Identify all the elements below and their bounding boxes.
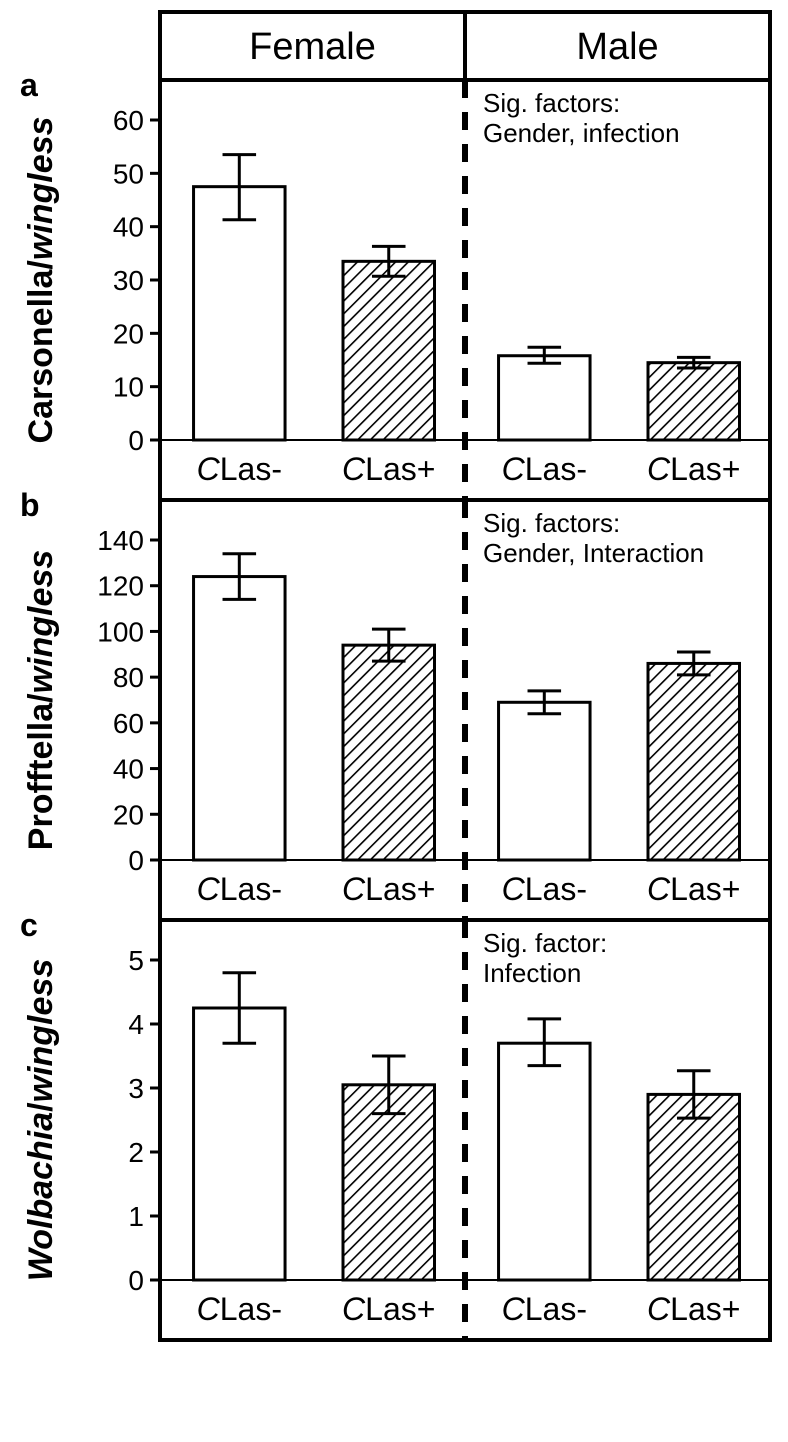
ytick-label: 140 bbox=[97, 525, 144, 556]
x-category-label: CLas- bbox=[197, 871, 282, 907]
ytick-label: 30 bbox=[113, 265, 144, 296]
bar-c-male-pos bbox=[648, 1094, 740, 1280]
chart-svg: FemaleMale0102030405060CLas-CLas+CLas-CL… bbox=[10, 10, 778, 1432]
bar-a-female-pos bbox=[343, 261, 435, 440]
ytick-label: 80 bbox=[113, 662, 144, 693]
x-category-label: CLas+ bbox=[647, 1291, 740, 1327]
ytick-label: 50 bbox=[113, 158, 144, 189]
ytick-label: 20 bbox=[113, 318, 144, 349]
ytick-label: 0 bbox=[128, 425, 144, 456]
panel-letter-c: c bbox=[20, 907, 38, 943]
ytick-label: 120 bbox=[97, 571, 144, 602]
figure-root: FemaleMale0102030405060CLas-CLas+CLas-CL… bbox=[10, 10, 778, 1432]
x-category-label: CLas- bbox=[502, 1291, 587, 1327]
bar-a-male-neg bbox=[499, 356, 591, 440]
ytick-label: 0 bbox=[128, 845, 144, 876]
ytick-label: 40 bbox=[113, 212, 144, 243]
ytick-label: 4 bbox=[128, 1009, 144, 1040]
bar-c-male-neg bbox=[499, 1043, 591, 1280]
x-category-label: CLas- bbox=[197, 1291, 282, 1327]
x-category-label: CLas- bbox=[502, 451, 587, 487]
sig-factors-text: Sig. factors: bbox=[483, 508, 620, 538]
ytick-label: 20 bbox=[113, 799, 144, 830]
bar-b-male-pos bbox=[648, 663, 740, 860]
sig-factors-text: Infection bbox=[483, 958, 581, 988]
ylabel-b: Profftella/wingless bbox=[22, 550, 60, 850]
x-category-label: CLas+ bbox=[342, 451, 435, 487]
x-category-label: CLas+ bbox=[647, 871, 740, 907]
bar-c-female-neg bbox=[194, 1008, 285, 1280]
header-female: Female bbox=[249, 26, 376, 68]
ytick-label: 0 bbox=[128, 1265, 144, 1296]
ytick-label: 3 bbox=[128, 1073, 144, 1104]
sig-factors-text: Sig. factors: bbox=[483, 88, 620, 118]
bar-b-female-neg bbox=[194, 577, 285, 860]
ytick-label: 100 bbox=[97, 616, 144, 647]
x-category-label: CLas- bbox=[502, 871, 587, 907]
ytick-label: 5 bbox=[128, 945, 144, 976]
x-category-label: CLas+ bbox=[647, 451, 740, 487]
ytick-label: 10 bbox=[113, 372, 144, 403]
header-male: Male bbox=[576, 26, 658, 68]
x-category-label: CLas+ bbox=[342, 1291, 435, 1327]
sig-factors-text: Gender, infection bbox=[483, 118, 680, 148]
x-category-label: CLas+ bbox=[342, 871, 435, 907]
bar-a-female-neg bbox=[194, 187, 285, 440]
ylabel-a: Carsonella/wingless bbox=[22, 117, 60, 444]
panel-letter-b: b bbox=[20, 487, 40, 523]
ytick-label: 2 bbox=[128, 1137, 144, 1168]
ytick-label: 60 bbox=[113, 105, 144, 136]
ytick-label: 40 bbox=[113, 754, 144, 785]
ylabel-c: Wolbachia/wingless bbox=[22, 959, 60, 1281]
ytick-label: 60 bbox=[113, 708, 144, 739]
panel-letter-a: a bbox=[20, 67, 38, 103]
bar-b-female-pos bbox=[343, 645, 435, 860]
ytick-label: 1 bbox=[128, 1201, 144, 1232]
sig-factors-text: Gender, Interaction bbox=[483, 538, 704, 568]
bar-a-male-pos bbox=[648, 363, 740, 440]
sig-factors-text: Sig. factor: bbox=[483, 928, 607, 958]
bar-b-male-neg bbox=[499, 702, 591, 860]
x-category-label: CLas- bbox=[197, 451, 282, 487]
